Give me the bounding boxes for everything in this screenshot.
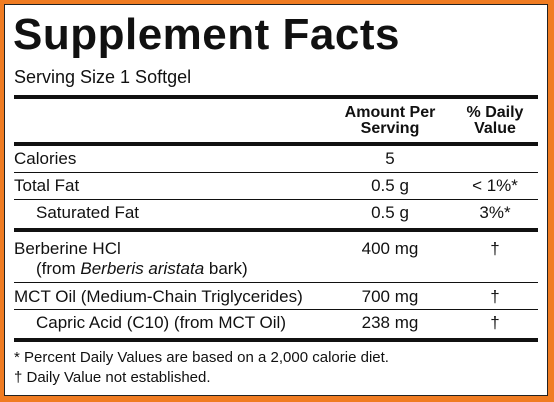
row-amount: 700 mg: [361, 287, 419, 306]
row-name: Total Fat: [14, 176, 80, 195]
rule: [14, 142, 538, 146]
source-text: (from: [36, 259, 81, 278]
row-name: Berberine HCl: [14, 239, 121, 258]
amount-header: Amount Per Serving: [344, 104, 436, 137]
rule: [14, 338, 538, 342]
row-dv: < 1%*: [472, 176, 518, 195]
rule: [14, 309, 538, 310]
rule: [14, 172, 538, 173]
row-dv: †: [490, 239, 500, 258]
row-amount: 400 mg: [361, 239, 419, 258]
source-text: bark): [204, 259, 248, 278]
rule: [14, 199, 538, 200]
rule: [14, 282, 538, 283]
row-amount: 5: [385, 149, 395, 168]
row-name: Calories: [14, 149, 77, 168]
row-source: (from Berberis aristata bark): [36, 259, 248, 279]
supplement-label: Supplement Facts Serving Size 1 Softgel …: [4, 4, 548, 396]
row-name: Capric Acid (C10) (from MCT Oil): [36, 313, 286, 332]
row-dv: 3%*: [479, 203, 511, 222]
row-name: Saturated Fat: [36, 203, 140, 222]
footnote: † Daily Value not established.: [14, 369, 211, 386]
row-amount: 0.5 g: [371, 203, 409, 222]
row-name: MCT Oil (Medium-Chain Triglycerides): [14, 287, 303, 306]
row-amount: 0.5 g: [371, 176, 409, 195]
source-species: Berberis aristata: [80, 259, 205, 278]
rule: [14, 228, 538, 232]
row-amount: 238 mg: [361, 313, 419, 332]
row-dv: †: [490, 313, 500, 332]
title: Supplement Facts: [13, 10, 400, 59]
row-dv: †: [490, 287, 500, 306]
footnote: * Percent Daily Values are based on a 2,…: [14, 349, 389, 366]
dv-header: % Daily Value: [466, 104, 524, 137]
serving-size: Serving Size 1 Softgel: [14, 67, 192, 87]
rule: [14, 95, 538, 99]
